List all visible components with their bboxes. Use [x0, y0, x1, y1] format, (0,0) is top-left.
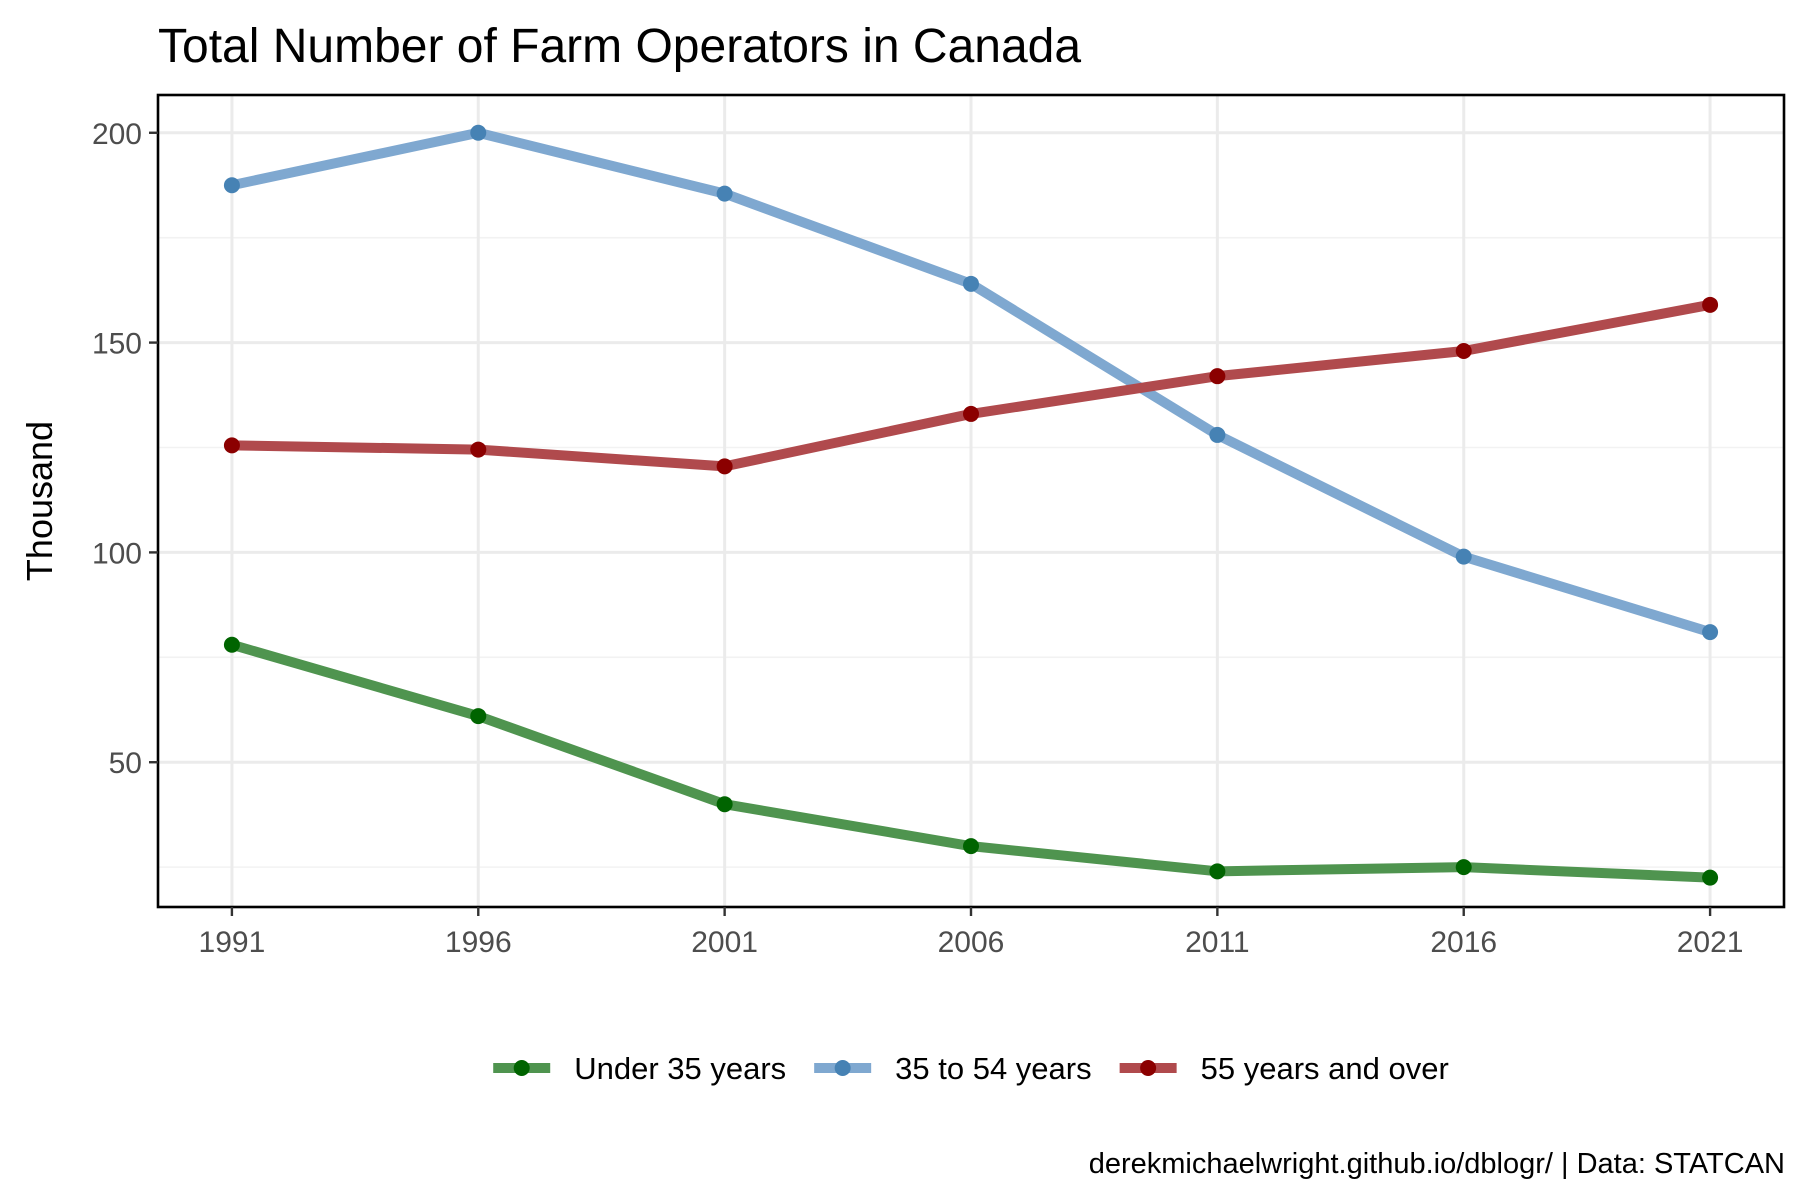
- data-point-2-3: [963, 405, 979, 422]
- axes: 50 100 150 200 1991 1996 2001 2006 2011 2016 2021: [92, 118, 1744, 959]
- data-point-1-4: [1209, 426, 1226, 443]
- data-point-2-4: [1209, 368, 1226, 385]
- data-point-1-6: [1702, 624, 1719, 641]
- legend-label: Under 35 years: [574, 1051, 786, 1086]
- data-point-2-5: [1455, 342, 1472, 359]
- x-tick-label: 1996: [445, 926, 512, 959]
- data-point-0-5: [1455, 859, 1472, 876]
- data-point-1-5: [1455, 548, 1472, 565]
- x-tick-label: 1991: [199, 926, 266, 959]
- plot-series: [223, 124, 1719, 886]
- data-point-0-4: [1209, 863, 1226, 880]
- x-tick-label: 2001: [691, 926, 758, 959]
- x-tick-label: 2011: [1185, 926, 1250, 959]
- y-tick-label: 150: [92, 328, 142, 361]
- legend-item-1: 35 to 54 years: [814, 1051, 1092, 1086]
- data-point-1-2: [716, 185, 733, 202]
- data-point-2-0: [223, 437, 240, 454]
- data-point-0-0: [223, 636, 240, 653]
- grid-lines: [158, 95, 1784, 907]
- legend-key-point: [513, 1060, 530, 1076]
- y-tick-label: 50: [109, 747, 142, 780]
- y-tick-label: 100: [92, 537, 142, 570]
- legend-label: 35 to 54 years: [895, 1051, 1091, 1086]
- data-point-2-6: [1702, 296, 1719, 313]
- data-point-0-3: [963, 838, 979, 855]
- data-point-1-0: [223, 177, 240, 194]
- legend-item-2: 55 years and over: [1119, 1051, 1449, 1086]
- data-point-1-1: [470, 124, 487, 141]
- x-tick-label: 2021: [1677, 926, 1744, 959]
- legend-item-0: Under 35 years: [493, 1051, 786, 1086]
- y-tick-label: 200: [92, 118, 142, 151]
- legend-key-point: [1140, 1060, 1157, 1076]
- data-point-0-6: [1702, 869, 1719, 886]
- x-tick-label: 2006: [938, 926, 1005, 959]
- data-point-2-1: [470, 441, 487, 458]
- legend-key-point: [834, 1060, 851, 1076]
- chart-title: Total Number of Farm Operators in Canada: [158, 20, 1081, 73]
- y-axis-label: Thousand: [19, 421, 60, 581]
- caption: derekmichaelwright.github.io/dblogr/ | D…: [1089, 1148, 1785, 1180]
- legend-label: 55 years and over: [1201, 1051, 1449, 1086]
- data-point-1-3: [963, 275, 979, 292]
- data-point-0-2: [716, 796, 733, 813]
- x-tick-label: 2016: [1430, 926, 1497, 959]
- data-point-2-2: [716, 458, 733, 475]
- legend: Under 35 years 35 to 54 years 55 years and…: [493, 1051, 1449, 1086]
- data-point-0-1: [470, 708, 487, 725]
